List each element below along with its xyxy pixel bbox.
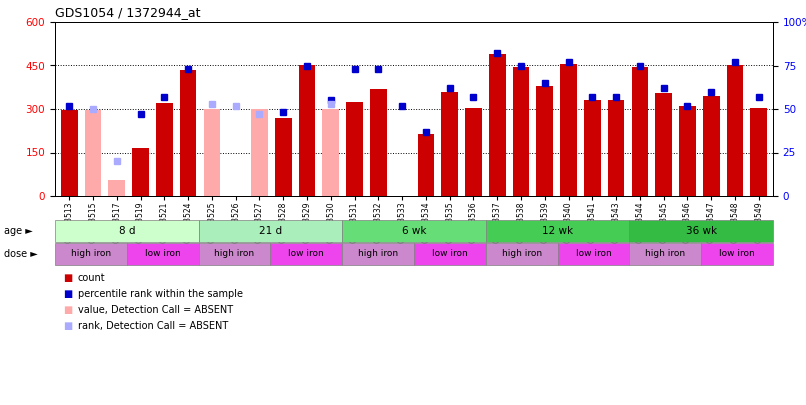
Bar <box>703 96 720 196</box>
Bar <box>442 92 458 196</box>
Text: low iron: low iron <box>145 249 181 258</box>
Bar <box>322 109 339 196</box>
Bar <box>560 64 577 196</box>
Text: high iron: high iron <box>358 249 398 258</box>
Text: age ►: age ► <box>4 226 33 236</box>
Text: 36 wk: 36 wk <box>686 226 717 236</box>
Bar <box>156 103 172 196</box>
Bar <box>418 134 434 196</box>
Bar <box>275 118 292 196</box>
Bar <box>750 108 767 196</box>
Text: low iron: low iron <box>289 249 324 258</box>
Text: 21 d: 21 d <box>259 226 282 236</box>
Bar <box>632 67 648 196</box>
Bar <box>132 148 149 196</box>
Bar <box>489 54 505 196</box>
Bar <box>727 66 743 196</box>
Text: count: count <box>77 273 106 283</box>
Bar <box>584 100 600 196</box>
Text: ■: ■ <box>63 305 73 315</box>
Bar <box>655 93 672 196</box>
Bar <box>347 102 363 196</box>
Bar <box>61 111 77 196</box>
Text: GDS1054 / 1372944_at: GDS1054 / 1372944_at <box>55 6 201 19</box>
Text: dose ►: dose ► <box>4 249 38 259</box>
Text: ■: ■ <box>63 289 73 299</box>
Bar <box>251 109 268 196</box>
Bar <box>204 109 220 196</box>
Text: 8 d: 8 d <box>118 226 135 236</box>
Bar <box>537 86 553 196</box>
Bar <box>465 108 482 196</box>
Bar <box>299 66 315 196</box>
Bar <box>109 180 125 196</box>
Text: high iron: high iron <box>71 249 111 258</box>
Text: high iron: high iron <box>214 249 255 258</box>
Bar <box>513 67 530 196</box>
Bar <box>679 106 696 196</box>
Bar <box>322 109 339 196</box>
Text: low iron: low iron <box>575 249 612 258</box>
Bar <box>608 100 625 196</box>
Text: 6 wk: 6 wk <box>401 226 426 236</box>
Text: 12 wk: 12 wk <box>542 226 573 236</box>
Bar <box>85 111 102 196</box>
Text: rank, Detection Call = ABSENT: rank, Detection Call = ABSENT <box>77 321 228 331</box>
Text: high iron: high iron <box>646 249 685 258</box>
Text: low iron: low iron <box>432 249 467 258</box>
Text: ■: ■ <box>63 273 73 283</box>
Text: percentile rank within the sample: percentile rank within the sample <box>77 289 243 299</box>
Bar <box>180 70 197 196</box>
Text: ■: ■ <box>63 321 73 331</box>
Text: value, Detection Call = ABSENT: value, Detection Call = ABSENT <box>77 305 233 315</box>
Text: low iron: low iron <box>719 249 755 258</box>
Bar <box>370 89 387 196</box>
Text: high iron: high iron <box>501 249 542 258</box>
